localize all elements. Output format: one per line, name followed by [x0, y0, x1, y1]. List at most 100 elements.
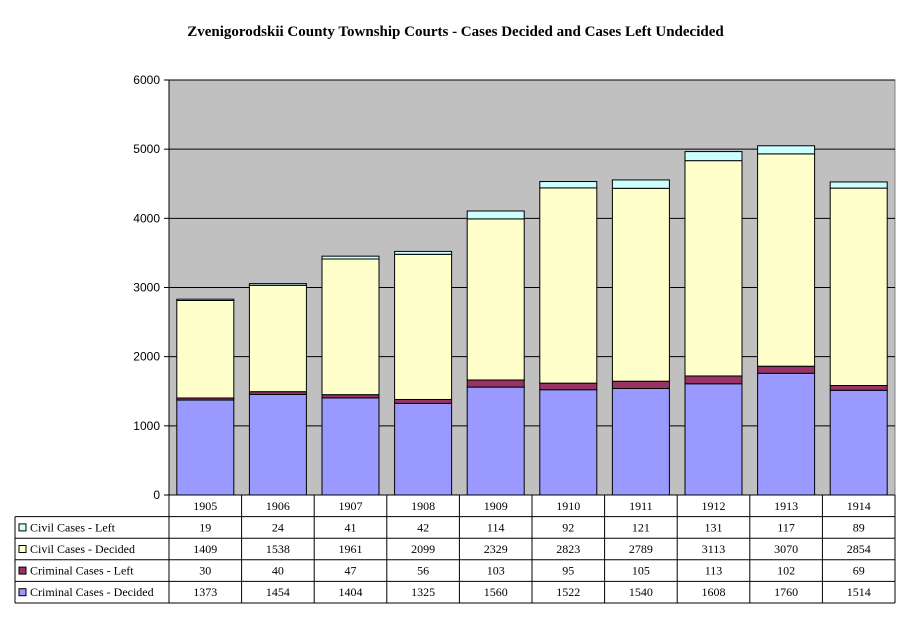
legend-key-criminal-cases-left [18, 566, 27, 575]
data-label-1913-civil-cases-left: 117 [777, 520, 795, 534]
bar-1910-series-3 [539, 181, 598, 189]
data-label-1909-civil-cases-decided: 2329 [484, 542, 508, 556]
bar-1906-series-3 [248, 283, 307, 286]
bar-1909-series-0 [466, 386, 525, 496]
legend-label-criminal-cases-decided: Criminal Cases - Decided [30, 585, 154, 599]
y-tick-label-1000: 1000 [133, 419, 160, 433]
bar-1910-series-1 [539, 382, 598, 391]
data-label-1905-criminal-cases-left: 30 [199, 564, 211, 578]
data-label-1913-civil-cases-decided: 3070 [774, 542, 798, 556]
y-tick-label-2000: 2000 [133, 350, 160, 364]
bar-1908-series-2 [394, 253, 453, 400]
data-label-1906-criminal-cases-decided: 1454 [266, 585, 290, 599]
bar-1911-series-2 [611, 187, 670, 382]
bar-1913-series-1 [757, 365, 816, 374]
bar-1905-series-0 [176, 399, 235, 496]
data-label-1907-civil-cases-left: 41 [345, 520, 357, 534]
data-label-1910-civil-cases-decided: 2823 [556, 542, 580, 556]
bar-1911-series-3 [611, 179, 670, 189]
bar-1908-series-3 [394, 250, 453, 255]
bar-1911-series-0 [611, 387, 670, 496]
bar-1909-series-1 [466, 379, 525, 388]
data-label-1911-civil-cases-decided: 2789 [629, 542, 653, 556]
data-label-1912-civil-cases-decided: 3113 [702, 542, 726, 556]
data-label-1914-civil-cases-decided: 2854 [847, 542, 871, 556]
legend-label-civil-cases-decided: Civil Cases - Decided [30, 542, 135, 556]
bar-1912-series-0 [684, 383, 743, 496]
data-label-1910-criminal-cases-left: 95 [562, 564, 574, 578]
bar-1908-series-0 [394, 402, 453, 496]
x-category-label-1905: 1905 [193, 499, 217, 513]
data-label-1908-criminal-cases-decided: 1325 [411, 585, 435, 599]
legend-key-civil-cases-decided [18, 545, 27, 553]
data-label-1913-criminal-cases-left: 102 [777, 564, 795, 578]
data-label-1911-criminal-cases-left: 105 [632, 564, 650, 578]
chart-title: Zvenigorodskii County Township Courts - … [187, 24, 724, 40]
bar-1910-series-0 [539, 389, 598, 496]
bar-1908-series-1 [394, 398, 453, 404]
x-category-label-1912: 1912 [702, 499, 726, 513]
data-label-1914-civil-cases-left: 89 [853, 520, 865, 534]
y-tick-label-6000: 6000 [133, 73, 160, 87]
y-tick-label-3000: 3000 [133, 281, 160, 295]
data-label-1906-criminal-cases-left: 40 [272, 564, 284, 578]
data-label-1912-criminal-cases-left: 113 [705, 564, 723, 578]
data-label-1912-criminal-cases-decided: 1608 [702, 585, 726, 599]
data-label-1905-civil-cases-left: 19 [199, 520, 211, 534]
x-category-label-1907: 1907 [339, 499, 363, 513]
bar-1914-series-1 [829, 385, 888, 391]
data-label-1913-criminal-cases-decided: 1760 [774, 585, 798, 599]
x-category-label-1909: 1909 [484, 499, 508, 513]
bar-1909-series-3 [466, 210, 525, 220]
x-category-label-1911: 1911 [629, 499, 653, 513]
bar-1909-series-2 [466, 218, 525, 381]
data-label-1907-civil-cases-decided: 1961 [339, 542, 363, 556]
data-label-1906-civil-cases-left: 24 [272, 520, 284, 534]
bar-1906-series-2 [248, 284, 307, 393]
x-category-label-1908: 1908 [411, 499, 435, 513]
bar-1911-series-1 [611, 380, 670, 389]
bar-1905-series-3 [176, 298, 235, 302]
x-category-label-1910: 1910 [556, 499, 580, 513]
bar-1905-series-2 [176, 300, 235, 399]
bar-1907-series-0 [321, 397, 380, 496]
data-label-1908-civil-cases-decided: 2099 [411, 542, 435, 556]
x-category-label-1914: 1914 [847, 499, 871, 513]
data-label-1911-criminal-cases-decided: 1540 [629, 585, 653, 599]
data-label-1914-criminal-cases-decided: 1514 [847, 585, 871, 599]
data-label-1910-civil-cases-left: 92 [562, 520, 574, 534]
legend-key-civil-cases-left [18, 523, 27, 532]
data-label-1905-criminal-cases-decided: 1373 [193, 585, 217, 599]
data-label-1909-criminal-cases-left: 103 [487, 564, 505, 578]
bar-1912-series-1 [684, 375, 743, 385]
data-label-1907-criminal-cases-decided: 1404 [339, 585, 363, 599]
bar-1912-series-3 [684, 151, 743, 162]
bar-1913-series-0 [757, 372, 816, 496]
bar-1914-series-2 [829, 187, 888, 387]
bar-1913-series-2 [757, 153, 816, 367]
y-tick-label-0: 0 [153, 488, 160, 502]
bar-1913-series-3 [757, 145, 816, 155]
bar-1910-series-2 [539, 187, 598, 384]
legend-key-criminal-cases-decided [18, 588, 27, 597]
bar-1907-series-3 [321, 255, 380, 260]
legend-label-civil-cases-left: Civil Cases - Left [30, 520, 116, 534]
data-label-1908-civil-cases-left: 42 [417, 520, 429, 534]
bar-1907-series-2 [321, 258, 380, 396]
data-label-1909-criminal-cases-decided: 1560 [484, 585, 508, 599]
data-label-1906-civil-cases-decided: 1538 [266, 542, 290, 556]
data-label-1910-criminal-cases-decided: 1522 [556, 585, 580, 599]
plot-area: 0 1000 2000 3000 4000 5000 6000 [133, 73, 896, 502]
data-label-1909-civil-cases-left: 114 [487, 520, 505, 534]
x-category-label-1906: 1906 [266, 499, 290, 513]
data-label-1912-civil-cases-left: 131 [705, 520, 723, 534]
bar-1906-series-0 [248, 393, 307, 496]
data-label-1911-civil-cases-left: 121 [632, 520, 650, 534]
bar-1914-series-0 [829, 389, 888, 496]
data-label-1914-criminal-cases-left: 69 [853, 564, 865, 578]
y-tick-label-4000: 4000 [133, 211, 160, 225]
data-table: 1905 1906 1907 1908 1909 1910 1911 1912 1913 1914… [14, 494, 896, 604]
legend-label-criminal-cases-left: Criminal Cases - Left [30, 564, 134, 578]
data-label-1905-civil-cases-decided: 1409 [193, 542, 217, 556]
